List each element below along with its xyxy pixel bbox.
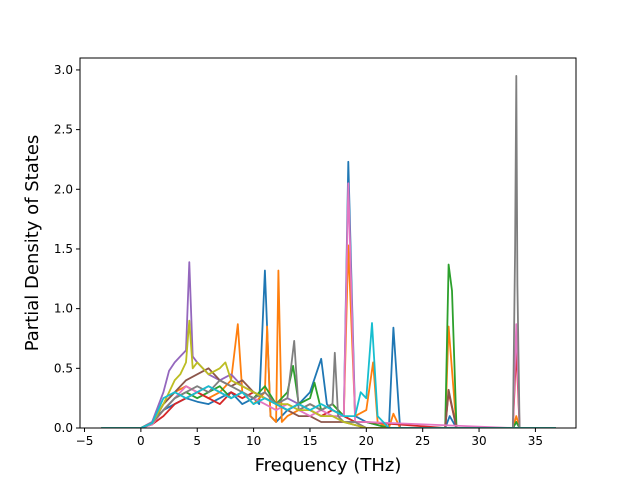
series-line-9 — [101, 319, 556, 428]
x-tick-label: 25 — [415, 434, 430, 448]
x-axis-label: Frequency (THz) — [255, 455, 402, 476]
x-tick-label: 10 — [246, 434, 261, 448]
y-axis-label: Partial Density of States — [22, 135, 43, 352]
y-tick-label: 2.0 — [54, 182, 73, 196]
series-line-10 — [101, 322, 556, 428]
x-tick-label: 0 — [137, 434, 145, 448]
y-tick-label: 1.5 — [54, 242, 73, 256]
y-tick-label: 1.0 — [54, 302, 73, 316]
series-line-8 — [101, 75, 556, 428]
x-tick-label: 15 — [302, 434, 317, 448]
x-tick-label: −5 — [76, 434, 94, 448]
y-axis-ticks: 0.0 0.5 1.0 1.5 2.0 2.5 3.0 — [54, 63, 80, 435]
x-tick-label: 5 — [193, 434, 201, 448]
y-tick-label: 2.5 — [54, 123, 73, 137]
series-layer — [101, 75, 556, 428]
plot-frame — [79, 57, 577, 429]
x-axis-ticks: −5 0 5 10 15 20 25 30 35 — [76, 428, 543, 448]
y-tick-label: 3.0 — [54, 63, 73, 77]
x-tick-label: 20 — [359, 434, 374, 448]
x-tick-label: 30 — [471, 434, 486, 448]
x-tick-label: 35 — [528, 434, 543, 448]
y-tick-label: 0.0 — [54, 421, 73, 435]
y-tick-label: 0.5 — [54, 361, 73, 375]
